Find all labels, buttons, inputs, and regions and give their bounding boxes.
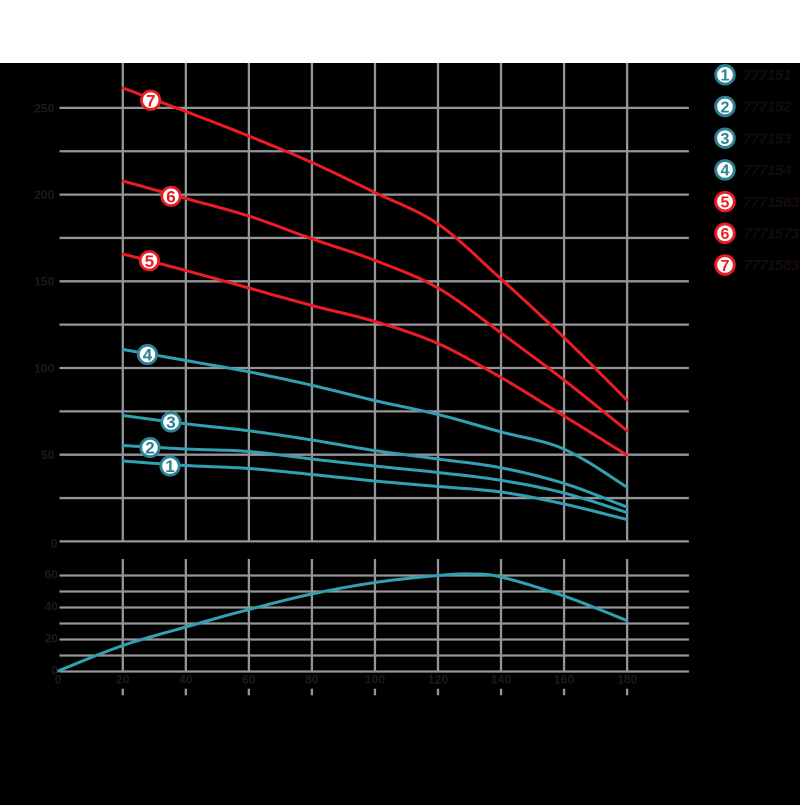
svg-text:40: 40 [44, 600, 58, 614]
svg-text:5: 5 [145, 252, 154, 271]
svg-text:60: 60 [242, 672, 256, 686]
svg-text:40: 40 [179, 672, 193, 686]
svg-text:20: 20 [116, 672, 130, 686]
svg-text:3: 3 [166, 413, 175, 432]
svg-text:20: 20 [44, 632, 58, 646]
svg-text:50: 50 [41, 448, 55, 462]
svg-text:4: 4 [143, 346, 153, 365]
svg-text:0: 0 [51, 664, 58, 678]
svg-text:777154: 777154 [743, 162, 792, 179]
svg-text:200: 200 [34, 188, 55, 202]
svg-text:1: 1 [165, 457, 174, 476]
svg-text:4: 4 [721, 163, 730, 180]
svg-text:120: 120 [428, 672, 449, 686]
svg-text:7: 7 [721, 258, 730, 275]
svg-text:6: 6 [721, 226, 730, 243]
svg-text:180: 180 [617, 672, 638, 686]
svg-text:7771573: 7771573 [743, 226, 800, 243]
svg-text:0: 0 [55, 672, 62, 686]
svg-text:80: 80 [305, 672, 319, 686]
svg-text:6: 6 [166, 187, 175, 206]
svg-text:2: 2 [145, 439, 154, 458]
svg-text:140: 140 [491, 672, 512, 686]
svg-text:250: 250 [34, 101, 55, 115]
svg-text:7771583: 7771583 [743, 257, 800, 274]
svg-text:777152: 777152 [743, 99, 792, 116]
svg-text:7771563: 7771563 [743, 194, 800, 211]
svg-text:150: 150 [34, 275, 55, 289]
svg-text:5: 5 [721, 194, 730, 211]
svg-text:0: 0 [51, 536, 58, 550]
svg-text:7: 7 [146, 91, 155, 110]
svg-text:100: 100 [365, 672, 386, 686]
svg-text:777153: 777153 [743, 130, 792, 147]
svg-text:3: 3 [721, 131, 730, 148]
svg-text:60: 60 [44, 568, 58, 582]
svg-text:100: 100 [34, 361, 55, 375]
svg-text:2: 2 [721, 99, 730, 116]
svg-text:1: 1 [721, 68, 730, 85]
svg-text:160: 160 [554, 672, 575, 686]
svg-text:777151: 777151 [743, 67, 791, 84]
